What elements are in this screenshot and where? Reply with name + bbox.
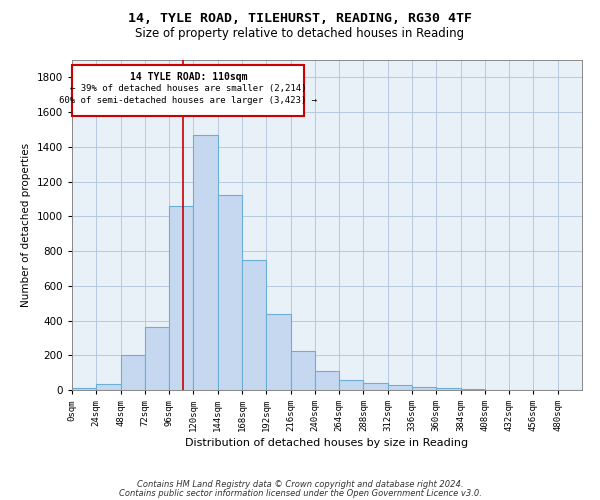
- Bar: [436, 388, 461, 390]
- Text: 14 TYLE ROAD: 110sqm: 14 TYLE ROAD: 110sqm: [130, 72, 247, 82]
- X-axis label: Distribution of detached houses by size in Reading: Distribution of detached houses by size …: [185, 438, 469, 448]
- Bar: [96, 384, 121, 390]
- Bar: [461, 389, 485, 390]
- Bar: [315, 371, 339, 390]
- Text: ← 39% of detached houses are smaller (2,214): ← 39% of detached houses are smaller (2,…: [70, 84, 307, 93]
- Bar: [145, 328, 169, 390]
- Bar: [412, 386, 436, 390]
- Text: Contains HM Land Registry data © Crown copyright and database right 2024.: Contains HM Land Registry data © Crown c…: [137, 480, 463, 489]
- Y-axis label: Number of detached properties: Number of detached properties: [21, 143, 31, 307]
- Text: Contains public sector information licensed under the Open Government Licence v3: Contains public sector information licen…: [119, 488, 481, 498]
- Bar: [364, 383, 388, 390]
- Text: 60% of semi-detached houses are larger (3,423) →: 60% of semi-detached houses are larger (…: [59, 96, 317, 105]
- Bar: [121, 356, 145, 390]
- Bar: [339, 380, 364, 390]
- Bar: [388, 385, 412, 390]
- Bar: [218, 196, 242, 390]
- Text: Size of property relative to detached houses in Reading: Size of property relative to detached ho…: [136, 28, 464, 40]
- Bar: [72, 388, 96, 390]
- Text: 14, TYLE ROAD, TILEHURST, READING, RG30 4TF: 14, TYLE ROAD, TILEHURST, READING, RG30 …: [128, 12, 472, 26]
- Bar: [242, 260, 266, 390]
- FancyBboxPatch shape: [72, 65, 304, 116]
- Bar: [266, 314, 290, 390]
- Bar: [290, 351, 315, 390]
- Bar: [169, 206, 193, 390]
- Bar: [193, 134, 218, 390]
